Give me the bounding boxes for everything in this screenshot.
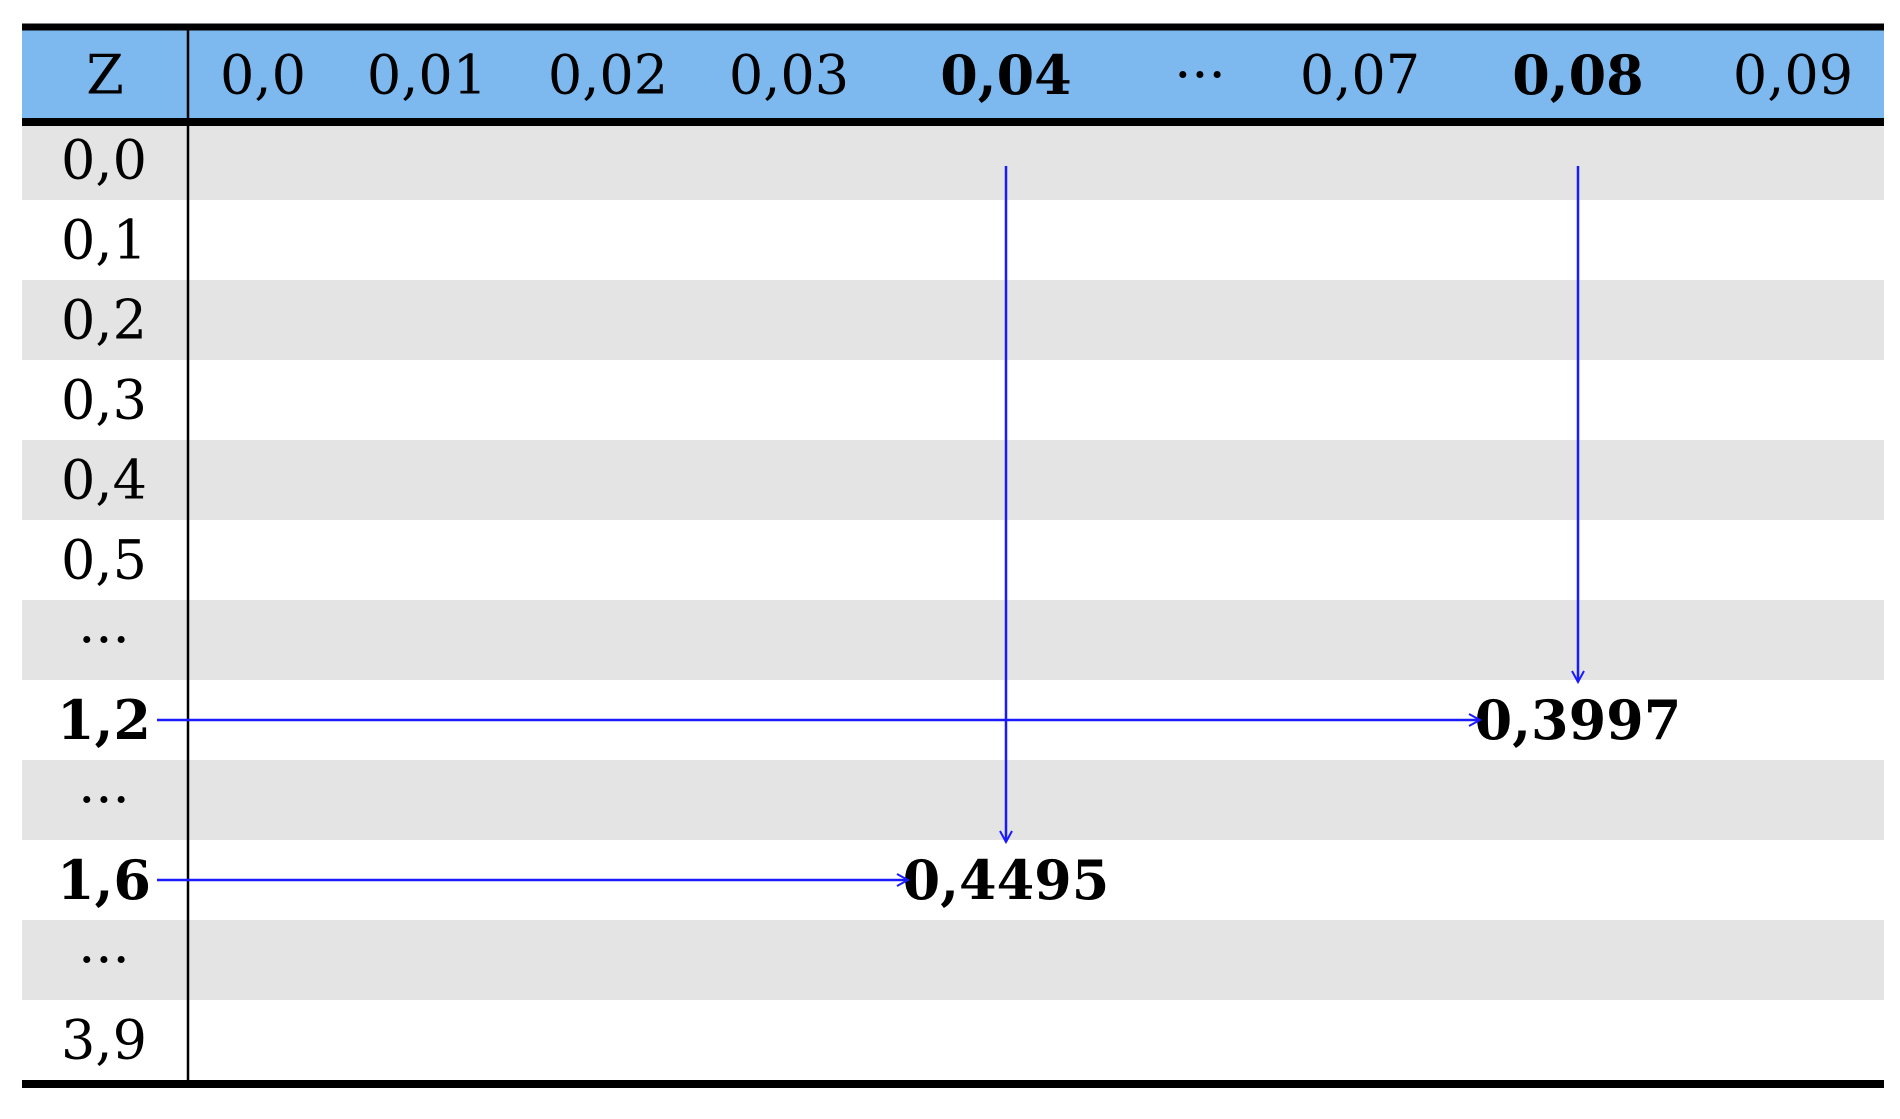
row-background [22, 280, 1884, 360]
row-label-ellipsis-6: ··· [78, 609, 130, 672]
row-background [22, 440, 1884, 520]
row-background [22, 520, 1884, 600]
row-label-ellipsis-8: ··· [78, 769, 130, 832]
row-label-0-4: 0,4 [61, 449, 147, 512]
row-label-ellipsis-10: ··· [78, 929, 130, 992]
column-header-0-03: 0,03 [729, 44, 849, 107]
column-header-0-01: 0,01 [367, 44, 487, 107]
cell-value-0-4495: 0,4495 [903, 848, 1110, 912]
row-background [22, 200, 1884, 280]
column-header-0-0: 0,0 [220, 44, 306, 107]
row-background [22, 600, 1884, 680]
row-background [22, 920, 1884, 1000]
column-header-ellipsis: ··· [1174, 44, 1226, 107]
column-header-0-07: 0,07 [1300, 44, 1420, 107]
row-background [22, 760, 1884, 840]
cell-value-0-3997: 0,3997 [1475, 688, 1682, 752]
corner-label: Z [86, 44, 124, 107]
row-label-0-1: 0,1 [61, 209, 147, 272]
row-background [22, 1000, 1884, 1080]
header-background [22, 30, 1884, 120]
row-background [22, 360, 1884, 440]
row-label-1-2: 1,2 [57, 688, 151, 752]
column-header-0-09: 0,09 [1733, 44, 1853, 107]
column-header-0-08: 0,08 [1512, 43, 1644, 107]
row-label-0-0: 0,0 [61, 129, 147, 192]
row-label-1-6: 1,6 [57, 848, 151, 912]
row-label-0-5: 0,5 [61, 529, 147, 592]
row-background [22, 120, 1884, 200]
row-label-0-2: 0,2 [61, 289, 147, 352]
row-label-3-9: 3,9 [61, 1009, 147, 1072]
row-label-0-3: 0,3 [61, 369, 147, 432]
column-header-0-02: 0,02 [548, 44, 668, 107]
column-header-0-04: 0,04 [940, 43, 1072, 107]
